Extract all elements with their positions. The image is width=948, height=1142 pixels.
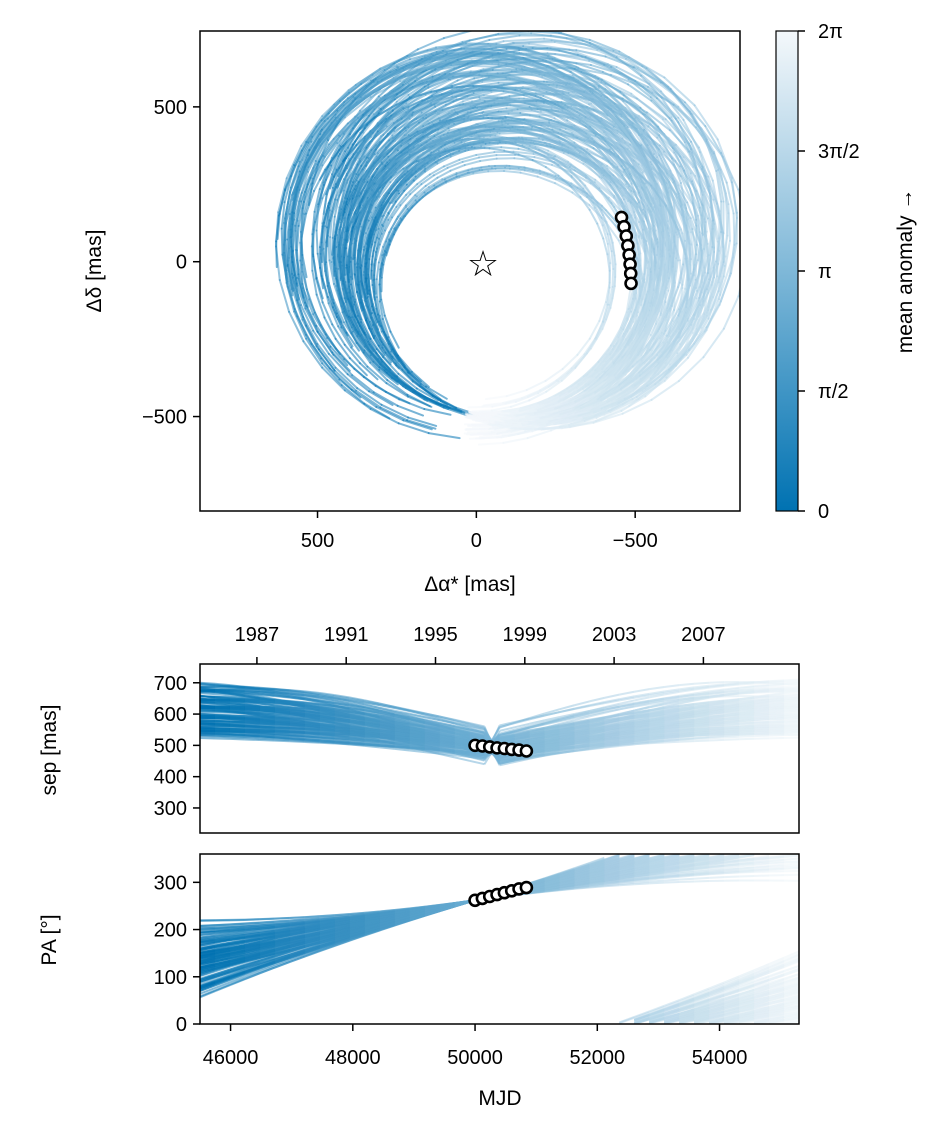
position-angle-y-tick-label: 200 [154, 920, 187, 942]
orbit-panel: ☆ 500 0 −500 500 0 −500 Δα* [mas] Δδ [mas] [83, 30, 741, 596]
orbit-x-axis: 500 0 −500 [301, 511, 658, 552]
colorbar-tick-label: 0 [818, 501, 829, 523]
position-angle-plot-frame [199, 853, 800, 1025]
orbit-y-tick-label: 500 [154, 97, 187, 119]
separation-panel: 300 400 500 600 700 1987 1991 1995 1999 2003 2007… [38, 624, 800, 834]
separation-y-tick-label: 400 [154, 767, 187, 789]
mjd-x-axis-label: MJD [478, 1087, 521, 1110]
orbit-observations [614, 210, 638, 291]
position-angle-y-axis-label: PA [°] [38, 914, 61, 965]
colorbar-tick-label: 3π/2 [818, 141, 860, 163]
colorbar-ticks: 0 π/2 π 3π/2 2π [798, 21, 860, 523]
mjd-tick-label: 54000 [692, 1047, 748, 1069]
colorbar-gradient [775, 30, 799, 512]
orbit-x-tick-label: −500 [613, 530, 658, 552]
orbit-track [337, 134, 617, 408]
position-angle-y-tick-label: 100 [154, 967, 187, 989]
colorbar: 0 π/2 π 3π/2 2π mean anomaly → [775, 21, 917, 523]
separation-plot-frame [199, 663, 800, 834]
orbit-y-axis: 500 0 −500 [142, 97, 200, 429]
year-tick-label: 1987 [235, 624, 280, 646]
position-angle-observations [468, 880, 534, 908]
colorbar-label: mean anomaly → [894, 189, 917, 354]
orbit-x-tick-label: 500 [301, 530, 334, 552]
year-tick-label: 1999 [503, 624, 548, 646]
colorbar-tick-label: 2π [818, 21, 843, 43]
orbit-y-tick-label: 0 [176, 252, 187, 274]
orbit-track [357, 129, 655, 415]
orbit-tracks [275, 31, 740, 446]
position-angle-y-tick-label: 0 [176, 1014, 187, 1036]
orbit-x-axis-label: Δα* [mas] [424, 573, 516, 596]
orbit-track [356, 121, 676, 425]
position-angle-y-tick-label: 300 [154, 872, 187, 894]
orbit-track [290, 71, 664, 436]
colorbar-tick-label: π [818, 261, 832, 283]
orbit-x-tick-label: 0 [471, 530, 482, 552]
separation-y-axis-label: sep [mas] [38, 704, 61, 795]
separation-y-axis: 300 400 500 600 700 [154, 673, 200, 820]
mjd-x-axis: 46000 48000 50000 52000 54000 [203, 1024, 748, 1069]
orbit-y-axis-label: Δδ [mas] [83, 230, 106, 313]
separation-y-tick-label: 300 [154, 798, 187, 820]
orbit-track [289, 52, 665, 422]
orbit-plot-frame [199, 30, 741, 512]
year-tick-label: 2003 [592, 624, 637, 646]
position-angle-panel: 0 100 200 300 46000 48000 50000 52000 54000 PA … [38, 853, 800, 1110]
position-angle-y-axis: 0 100 200 300 [154, 872, 200, 1036]
mjd-tick-label: 50000 [447, 1047, 503, 1069]
orbit-y-tick-label: −500 [142, 407, 187, 429]
position-angle-tracks [200, 854, 799, 1024]
year-tick-label: 1995 [413, 624, 458, 646]
separation-observations [468, 738, 534, 758]
colorbar-tick-label: π/2 [818, 381, 848, 403]
separation-y-tick-label: 600 [154, 704, 187, 726]
observation-marker [624, 276, 638, 291]
separation-y-tick-label: 700 [154, 673, 187, 695]
year-top-axis: 1987 1991 1995 1999 2003 2007 [235, 624, 726, 664]
mjd-tick-label: 46000 [203, 1047, 259, 1069]
mjd-tick-label: 48000 [325, 1047, 381, 1069]
orbit-track [337, 47, 715, 421]
observation-marker [519, 880, 534, 895]
mjd-tick-label: 52000 [569, 1047, 625, 1069]
host-star-marker: ☆ [467, 243, 499, 284]
orbit-track [338, 52, 731, 422]
year-tick-label: 2007 [681, 624, 726, 646]
year-tick-label: 1991 [324, 624, 369, 646]
observation-marker [519, 744, 534, 758]
separation-y-tick-label: 500 [154, 735, 187, 757]
